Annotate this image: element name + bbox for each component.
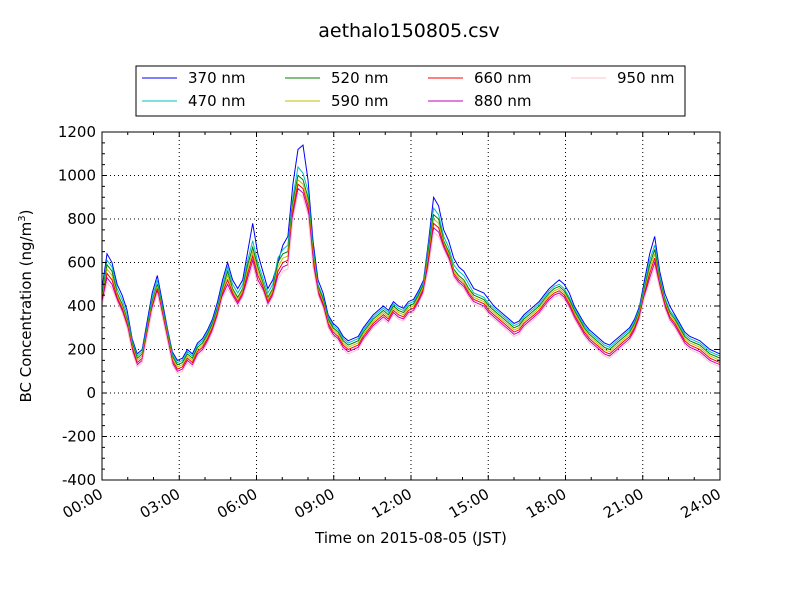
x-tick-label: 24:00: [678, 485, 724, 522]
y-axis-label-main: BC Concentration (ng/m: [17, 222, 35, 403]
x-axis-label: Time on 2015-08-05 (JST): [314, 529, 507, 547]
x-tick-label: 15:00: [446, 485, 492, 522]
y-tick-label: 400: [67, 297, 96, 315]
grid: [102, 132, 720, 480]
x-tick-label: 06:00: [214, 485, 260, 522]
y-axis-label-end: ): [17, 210, 35, 216]
y-tick-label: -400: [62, 471, 96, 489]
series-line-660-nm: [101, 183, 721, 370]
legend-label: 880 nm: [474, 92, 532, 110]
y-axis-label: BC Concentration (ng/m3): [17, 210, 35, 403]
legend-label: 590 nm: [331, 92, 389, 110]
x-tick-label: 09:00: [291, 485, 337, 522]
x-tick-label: 03:00: [137, 485, 183, 522]
y-tick-label: 800: [67, 210, 96, 228]
legend-label: 520 nm: [331, 69, 389, 87]
axes: -400 -200 0 200 400 600 800 1000 1200 00:00 03:00 0…: [58, 123, 724, 522]
y-axis-label-superscript: 3: [17, 215, 28, 221]
y-tick-label: 1200: [58, 123, 96, 141]
legend-label: 950 nm: [617, 69, 675, 87]
series-lines: [101, 144, 721, 375]
y-tick-label: 0: [86, 384, 96, 402]
legend-label: 370 nm: [188, 69, 246, 87]
legend-box: [135, 65, 686, 117]
legend-label: 470 nm: [188, 92, 246, 110]
x-tick-label: 00:00: [60, 485, 106, 522]
series-line-590-nm: [101, 178, 721, 368]
y-tick-label: 600: [67, 254, 96, 272]
x-tick-label: 21:00: [600, 485, 646, 522]
y-tick-label: -200: [62, 428, 96, 446]
series-line-950-nm: [101, 191, 721, 375]
series-line-880-nm: [101, 187, 721, 372]
legend-label: 660 nm: [474, 69, 532, 87]
series-line-470-nm: [101, 165, 721, 364]
y-tick-label: 200: [67, 341, 96, 359]
chart-title: aethalo150805.csv: [318, 20, 500, 42]
x-tick-label: 18:00: [523, 485, 569, 522]
series-line-520-nm: [101, 174, 721, 366]
legend: 370 nm 470 nm 520 nm 590 nm 660 nm 880 nm 950 …: [135, 65, 686, 117]
series-line-370-nm: [101, 144, 721, 362]
x-tick-label: 12:00: [369, 485, 415, 522]
y-tick-label: 1000: [58, 167, 96, 185]
